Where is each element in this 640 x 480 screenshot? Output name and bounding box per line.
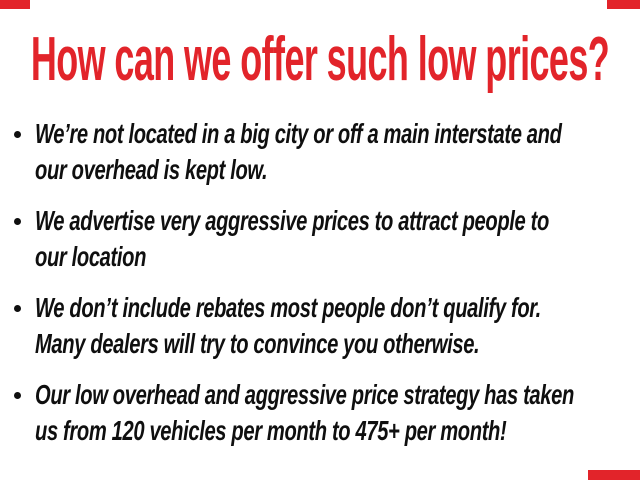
bullet-text: We don’t include rebates most people don… xyxy=(35,290,541,362)
bullet-line: us from 120 vehicles per month to 475+ p… xyxy=(35,415,507,446)
bullet-line: Many dealers will try to convince you ot… xyxy=(35,328,480,359)
bullet-text: We advertise very aggressive prices to a… xyxy=(35,203,549,275)
bullet-line: Our low overhead and aggressive price st… xyxy=(35,379,574,410)
bullet-item-volume: Our low overhead and aggressive price st… xyxy=(14,377,640,449)
bullet-list: We’re not located in a big city or off a… xyxy=(14,116,640,464)
bullet-line: our location xyxy=(35,241,147,272)
bullet-item-location: We’re not located in a big city or off a… xyxy=(14,116,640,188)
bullet-item-rebates: We don’t include rebates most people don… xyxy=(14,290,640,362)
bullet-text: We’re not located in a big city or off a… xyxy=(35,116,562,188)
bullet-text: Our low overhead and aggressive price st… xyxy=(35,377,574,449)
bullet-dot-icon xyxy=(14,131,21,138)
bullet-line: We’re not located in a big city or off a… xyxy=(35,118,562,149)
bullet-line: We don’t include rebates most people don… xyxy=(35,292,541,323)
corner-mark-top-left-icon xyxy=(0,0,30,9)
bullet-dot-icon xyxy=(14,218,21,225)
bullet-line: our overhead is kept low. xyxy=(35,154,268,185)
corner-mark-bottom-right-icon xyxy=(588,470,640,480)
bullet-dot-icon xyxy=(14,392,21,399)
bullet-dot-icon xyxy=(14,305,21,312)
bullet-item-advertising: We advertise very aggressive prices to a… xyxy=(14,203,640,275)
page-title: How can we offer such low prices? xyxy=(30,25,610,94)
bullet-line: We advertise very aggressive prices to a… xyxy=(35,205,549,236)
corner-mark-top-right-icon xyxy=(607,0,640,9)
